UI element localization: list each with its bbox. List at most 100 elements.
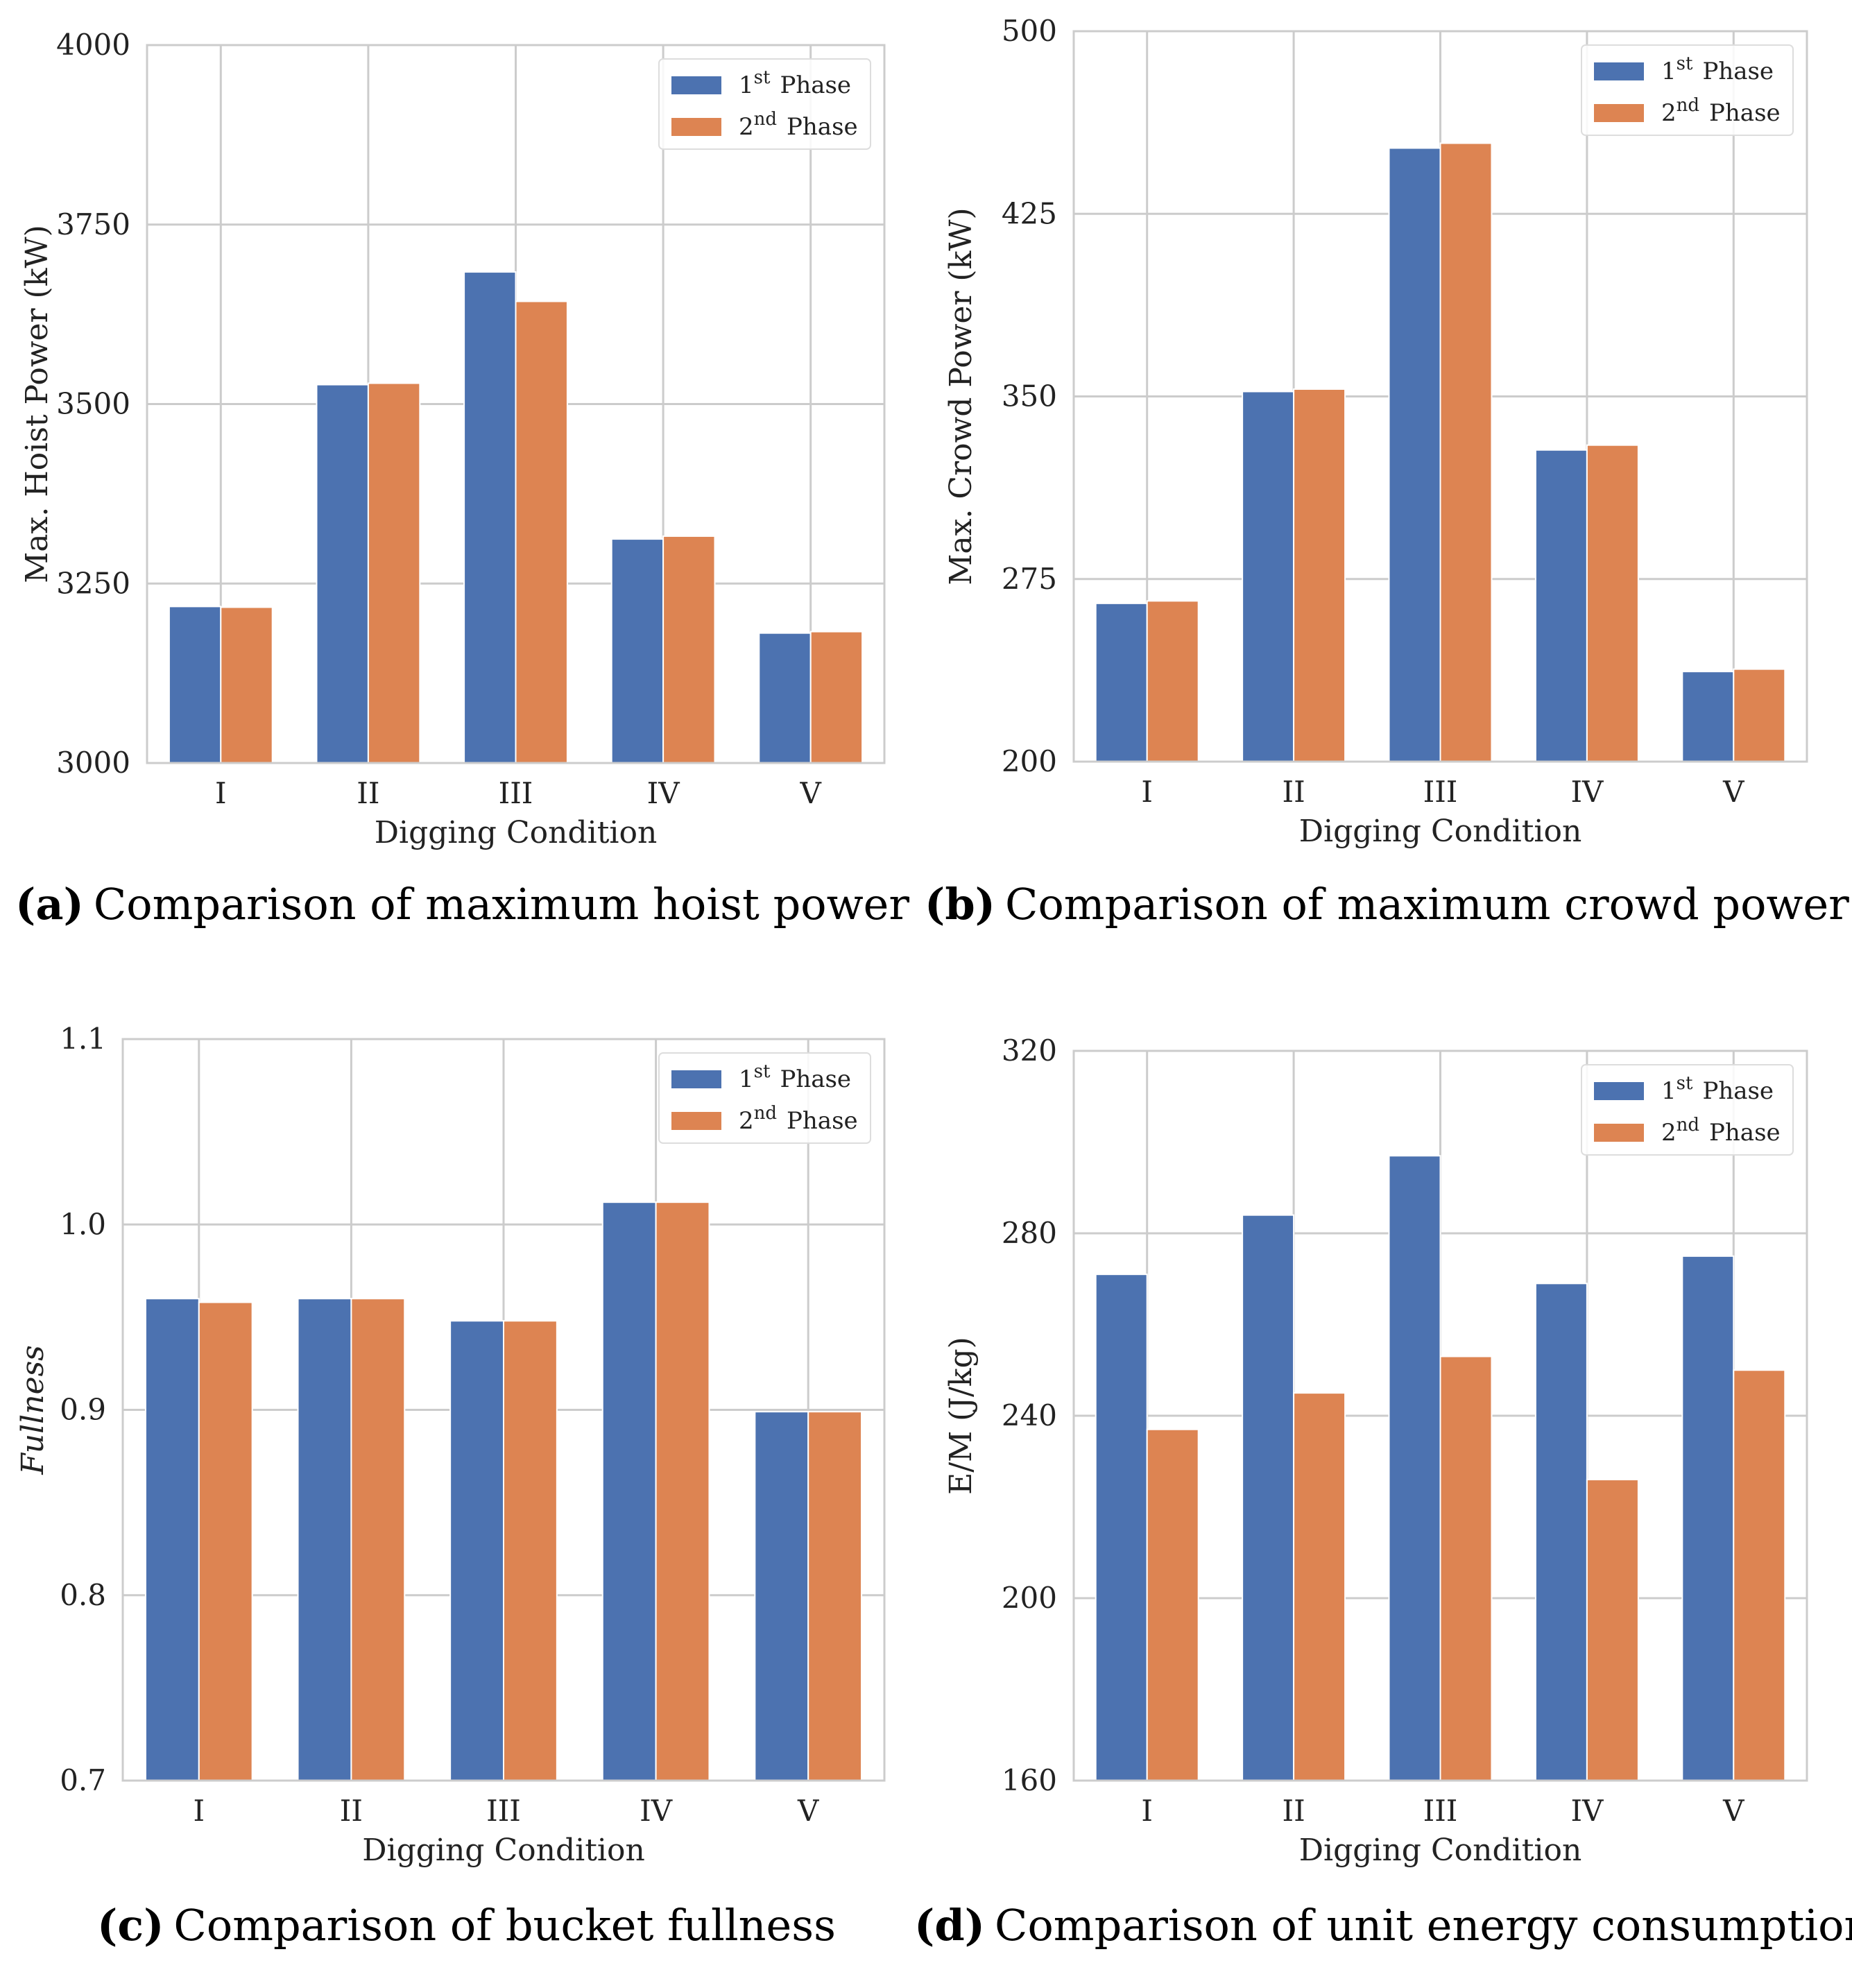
x-tick-label: II bbox=[1283, 775, 1305, 809]
bar-phase1-II bbox=[316, 384, 369, 764]
caption-text: Comparison of maximum hoist power bbox=[94, 879, 910, 929]
x-tick-label: I bbox=[194, 1794, 205, 1828]
caption-letter: (b) bbox=[925, 879, 995, 929]
y-tick-label: 200 bbox=[1002, 1581, 1057, 1615]
legend: 1st Phase 2nd Phase bbox=[658, 58, 871, 150]
bar-phase2-II bbox=[1293, 388, 1346, 762]
x-tick-label: II bbox=[357, 776, 379, 810]
y-tick-label: 200 bbox=[1002, 744, 1057, 778]
x-axis-label: Digging Condition bbox=[375, 815, 658, 850]
y-tick-label: 240 bbox=[1002, 1398, 1057, 1432]
legend-swatch-phase1 bbox=[671, 76, 721, 94]
bar-phase2-I bbox=[198, 1301, 253, 1781]
caption-text: Comparison of maximum crowd power bbox=[1005, 879, 1849, 929]
caption-letter: (d) bbox=[914, 1900, 985, 1951]
plot-frame bbox=[146, 44, 886, 764]
legend-label-phase2: 2nd Phase bbox=[1661, 1115, 1781, 1147]
bar-phase1-I bbox=[168, 606, 222, 764]
bar-phase2-IV bbox=[1586, 444, 1639, 762]
bar-phase2-V bbox=[807, 1411, 863, 1781]
bar-phase1-I bbox=[1095, 1274, 1148, 1782]
y-tick-label: 3750 bbox=[56, 207, 130, 241]
x-axis-label: Digging Condition bbox=[1299, 1833, 1582, 1868]
y-tick-label: 280 bbox=[1002, 1216, 1057, 1250]
legend-label-phase2: 2nd Phase bbox=[739, 109, 858, 141]
legend-label-phase2: 2nd Phase bbox=[739, 1103, 858, 1135]
bar-phase2-V bbox=[1733, 668, 1786, 762]
bar-phase2-IV bbox=[662, 535, 716, 764]
y-tick-label: 4000 bbox=[56, 28, 130, 62]
x-tick-label: III bbox=[486, 1794, 521, 1828]
legend: 1st Phase 2nd Phase bbox=[1581, 44, 1794, 136]
panel-caption: (d) Comparison of unit energy consumption bbox=[914, 1900, 1852, 1951]
bar-phase1-III bbox=[1388, 147, 1441, 763]
x-axis-label: Digging Condition bbox=[362, 1833, 645, 1868]
y-tick-label: 3000 bbox=[56, 746, 130, 780]
y-tick-label: 350 bbox=[1002, 379, 1057, 413]
x-tick-label: V bbox=[1722, 1794, 1744, 1828]
bar-phase2-III bbox=[1439, 1355, 1493, 1781]
bar-phase1-I bbox=[1095, 602, 1148, 762]
bar-phase2-IV bbox=[1586, 1479, 1639, 1782]
y-tick-label: 0.7 bbox=[60, 1763, 106, 1797]
x-tick-label: II bbox=[1283, 1794, 1305, 1828]
bar-phase1-V bbox=[1681, 671, 1735, 762]
legend-swatch-phase2 bbox=[1594, 104, 1644, 122]
plot-frame bbox=[1072, 1049, 1808, 1782]
x-tick-label: I bbox=[1141, 1794, 1153, 1828]
bar-phase1-III bbox=[449, 1320, 505, 1781]
y-tick-label: 3500 bbox=[56, 387, 130, 421]
legend-swatch-phase2 bbox=[1594, 1124, 1644, 1142]
legend-label-phase1: 1st Phase bbox=[739, 67, 851, 99]
x-tick-label: III bbox=[1423, 1794, 1458, 1828]
x-tick-label: V bbox=[797, 1794, 819, 1828]
legend-label-phase1: 1st Phase bbox=[739, 1061, 851, 1093]
x-tick-label: I bbox=[1141, 775, 1153, 809]
y-tick-label: 425 bbox=[1002, 196, 1057, 230]
legend: 1st Phase 2nd Phase bbox=[658, 1052, 871, 1144]
bar-phase2-I bbox=[1146, 600, 1199, 763]
legend-swatch-phase2 bbox=[671, 118, 721, 136]
bar-phase2-III bbox=[503, 1320, 558, 1781]
x-tick-label: II bbox=[340, 1794, 363, 1828]
caption-letter: (c) bbox=[97, 1900, 164, 1951]
bar-phase1-V bbox=[758, 632, 812, 764]
panel-caption: (b) Comparison of maximum crowd power bbox=[925, 879, 1849, 929]
x-tick-label: IV bbox=[1570, 775, 1604, 809]
x-axis-label: Digging Condition bbox=[1299, 814, 1582, 849]
legend-label-phase1: 1st Phase bbox=[1661, 1073, 1774, 1105]
caption-letter: (a) bbox=[15, 879, 84, 929]
bar-phase2-III bbox=[515, 300, 568, 764]
y-axis-label: Max. Crowd Power (kW) bbox=[943, 207, 979, 585]
x-tick-label: IV bbox=[640, 1794, 673, 1828]
bar-phase1-IV bbox=[1534, 449, 1588, 762]
y-axis-label: E/M (J/kg) bbox=[943, 1337, 979, 1495]
panel-caption: (a) Comparison of maximum hoist power bbox=[15, 879, 909, 929]
y-tick-label: 160 bbox=[1002, 1763, 1057, 1797]
bar-phase1-V bbox=[754, 1411, 809, 1781]
bar-phase1-III bbox=[463, 271, 517, 764]
bar-phase1-V bbox=[1681, 1255, 1735, 1781]
caption-text: Comparison of bucket fullness bbox=[173, 1900, 835, 1951]
x-tick-label: V bbox=[800, 776, 822, 810]
x-tick-label: III bbox=[1423, 775, 1458, 809]
x-tick-label: V bbox=[1722, 775, 1744, 809]
x-tick-label: I bbox=[215, 776, 227, 810]
bar-phase1-II bbox=[1242, 1214, 1295, 1781]
bar-phase2-I bbox=[1146, 1428, 1199, 1782]
y-tick-label: 275 bbox=[1002, 562, 1057, 596]
y-tick-label: 3250 bbox=[56, 566, 130, 600]
x-tick-label: IV bbox=[1570, 1794, 1604, 1828]
bar-phase2-II bbox=[1293, 1392, 1346, 1781]
y-axis-label: Fullness bbox=[15, 1345, 51, 1475]
legend-swatch-phase1 bbox=[1594, 1082, 1644, 1100]
x-tick-label: IV bbox=[647, 776, 680, 810]
bar-phase2-II bbox=[350, 1298, 406, 1781]
bar-phase2-I bbox=[220, 606, 273, 764]
y-tick-label: 1.0 bbox=[60, 1207, 106, 1241]
